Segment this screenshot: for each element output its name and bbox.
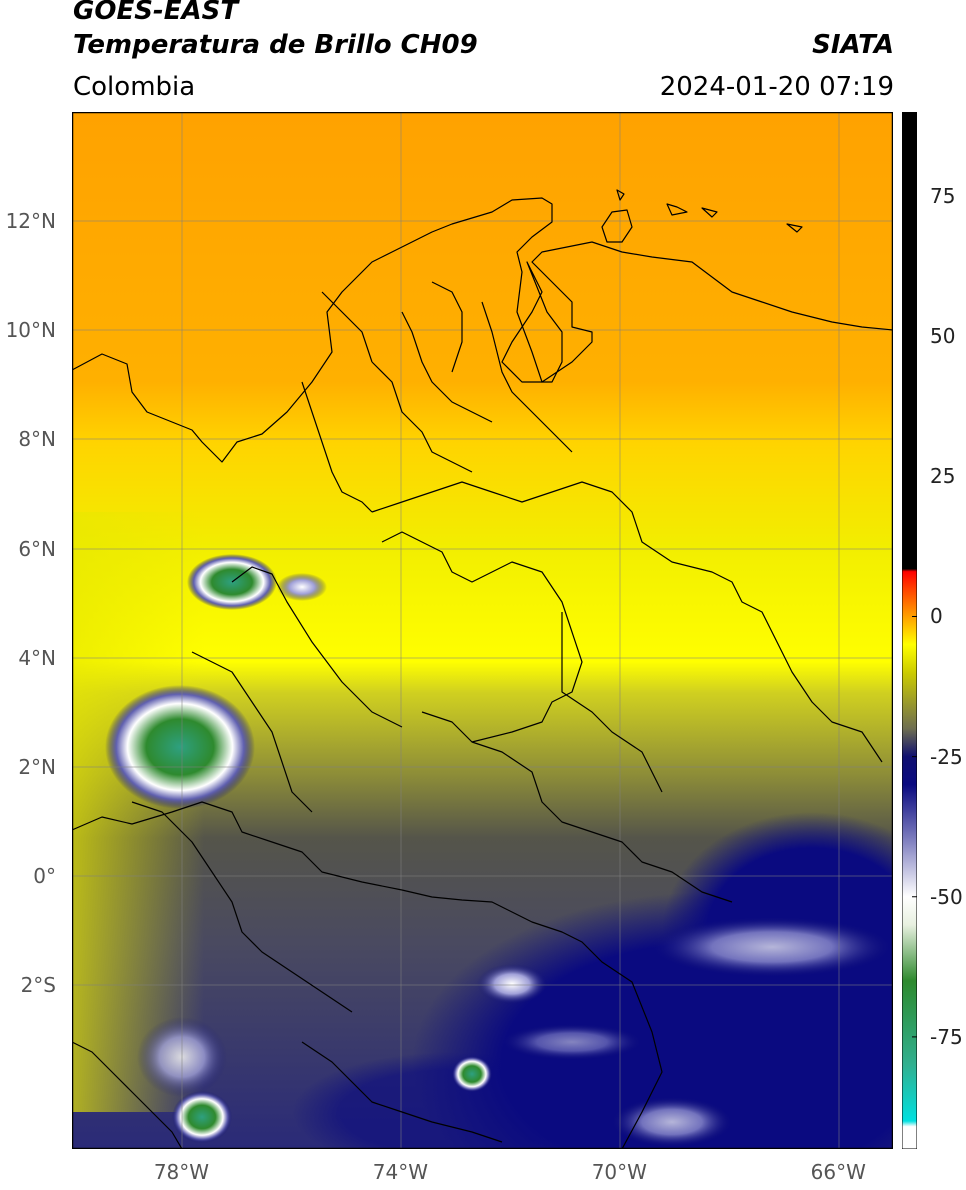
latitude-tick-label: 0° — [33, 864, 56, 889]
satellite-title: GOES-EAST — [73, 0, 239, 26]
colorbar-gradient — [902, 112, 917, 1149]
latitude-tick-label: 2°S — [20, 973, 56, 998]
colorbar-tick-label: -50 — [930, 884, 963, 909]
pacific-warm-band — [72, 512, 402, 1112]
brightness-temperature-map — [72, 112, 893, 1149]
organization-label: SIATA — [812, 30, 894, 60]
colorbar-tick-label: 50 — [930, 324, 956, 349]
cloud-band-southeast — [612, 1097, 732, 1147]
cloud-band-south — [502, 1024, 642, 1060]
colorbar-tick-label: -75 — [930, 1024, 963, 1049]
colorbar-tick-label: 75 — [930, 184, 956, 209]
longitude-tick-label: 66°W — [810, 1160, 866, 1184]
latitude-tick-label: 2°N — [18, 754, 56, 779]
region-label: Colombia — [73, 72, 196, 102]
coastlines-and-borders — [72, 189, 893, 1149]
latitude-tick-label: 4°N — [18, 645, 56, 670]
colorbar-tick-label: 0 — [930, 604, 943, 629]
cold-cloud-region-south — [292, 1052, 612, 1149]
colorbar-tick-label: 25 — [930, 464, 956, 489]
longitude-tick-label: 74°W — [372, 1160, 429, 1184]
storm-cell-peru — [172, 1091, 232, 1143]
colorbar-tick-label: -25 — [930, 744, 963, 769]
longitude-tick-label: 70°W — [591, 1160, 647, 1184]
graticule — [72, 112, 893, 1149]
latitude-tick-label: 6°N — [18, 536, 56, 561]
latitude-tick-label: 8°N — [18, 427, 56, 452]
latitude-tick-label: 10°N — [5, 318, 56, 343]
datetime-label: 2024-01-20 07:19 — [659, 72, 894, 102]
product-title: Temperatura de Brillo CH09 — [73, 30, 478, 60]
latitude-tick-label: 12°N — [5, 209, 56, 234]
longitude-tick-label: 78°W — [153, 1160, 210, 1184]
storm-cell-antioquia — [277, 573, 327, 601]
map-border — [72, 112, 893, 1149]
storm-cell-amazon-west — [477, 964, 547, 1004]
cloud-band-east — [652, 917, 892, 977]
colorbar — [902, 112, 917, 1149]
storm-cell-amazon-south — [452, 1056, 492, 1092]
storm-cell-pacific-coast — [105, 685, 255, 809]
